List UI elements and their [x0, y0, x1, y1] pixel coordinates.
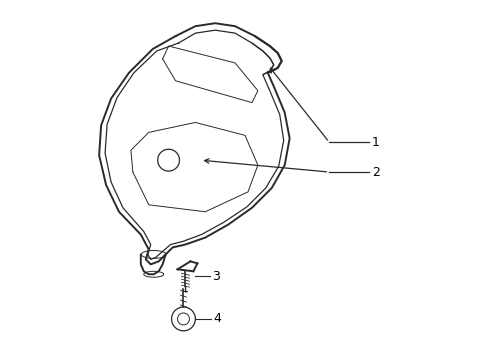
Text: 2: 2	[372, 166, 380, 179]
Text: 1: 1	[372, 136, 380, 149]
Text: 3: 3	[212, 270, 220, 283]
Text: 4: 4	[213, 312, 221, 325]
